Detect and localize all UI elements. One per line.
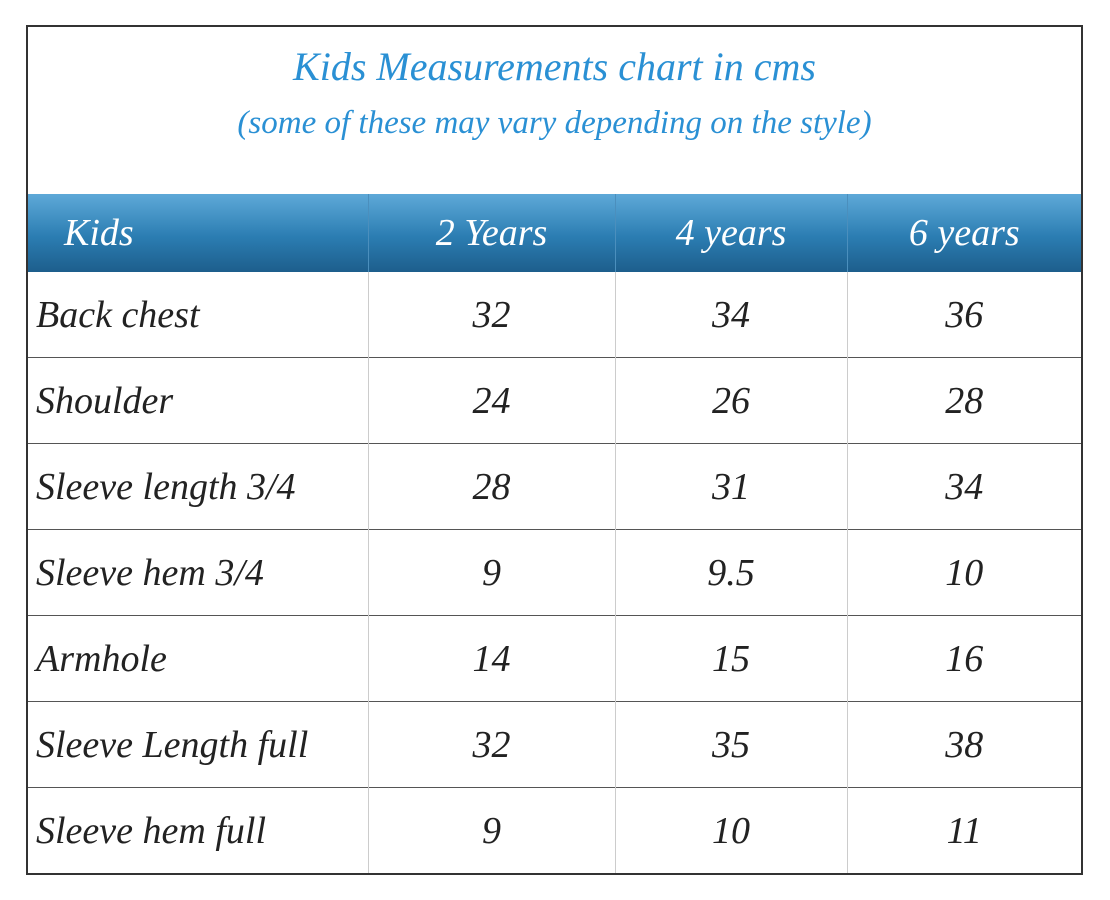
row-label: Sleeve hem full [28,787,368,873]
cell-value: 10 [614,787,847,873]
column-header: 6 years [846,194,1081,272]
row-label: Sleeve hem 3/4 [28,529,368,616]
row-label: Sleeve Length full [28,701,368,788]
table-row: Shoulder 24 26 28 [28,357,1081,444]
cell-value: 34 [846,443,1081,530]
header-row: Kids 2 Years 4 years 6 years [28,194,1081,272]
cell-value: 26 [614,357,847,444]
cell-value: 10 [846,529,1081,616]
column-header: 4 years [614,194,847,272]
cell-value: 9 [367,787,615,873]
cell-value: 14 [367,615,615,702]
chart-frame: Kids Measurements chart in cms (some of … [26,25,1083,875]
cell-value: 31 [614,443,847,530]
title: Kids Measurements chart in cms [293,44,816,89]
table-row: Sleeve Length full 32 35 38 [28,701,1081,788]
cell-value: 24 [367,357,615,444]
row-label: Sleeve length 3/4 [28,443,368,530]
table-row: Sleeve length 3/4 28 31 34 [28,443,1081,530]
table-row: Sleeve hem full 9 10 11 [28,787,1081,873]
cell-value: 15 [614,615,847,702]
row-label: Armhole [28,615,368,702]
measurement-table: Kids 2 Years 4 years 6 years Back chest 32 34… [28,194,1081,873]
table-row: Back chest 32 34 36 [28,272,1081,358]
column-header: 2 Years [367,194,615,272]
cell-value: 16 [846,615,1081,702]
cell-value: 32 [367,701,615,788]
cell-value: 9 [367,529,615,616]
column-header: Kids [28,194,368,272]
cell-value: 28 [846,357,1081,444]
cell-value: 11 [846,787,1081,873]
table-head: Kids 2 Years 4 years 6 years [28,194,1081,272]
cell-value: 32 [367,272,615,358]
cell-value: 36 [846,272,1081,358]
row-label: Back chest [36,293,200,336]
cell-value: 34 [614,272,847,358]
row-label: Shoulder [28,357,368,444]
table-row: Armhole 14 15 16 [28,615,1081,702]
header: Kids Measurements chart in cms (some of … [28,27,1081,194]
table-body: Back chest 32 34 36 Shoulder 24 26 28 Sleeve len… [28,272,1081,873]
table-row: Sleeve hem 3/4 9 9.5 10 [28,529,1081,616]
cell-value: 35 [614,701,847,788]
cell-value: 28 [367,443,615,530]
subtitle: (some of these may vary depending on the… [237,105,872,141]
cell-value: 38 [846,701,1081,788]
cell-value: 9.5 [614,529,847,616]
